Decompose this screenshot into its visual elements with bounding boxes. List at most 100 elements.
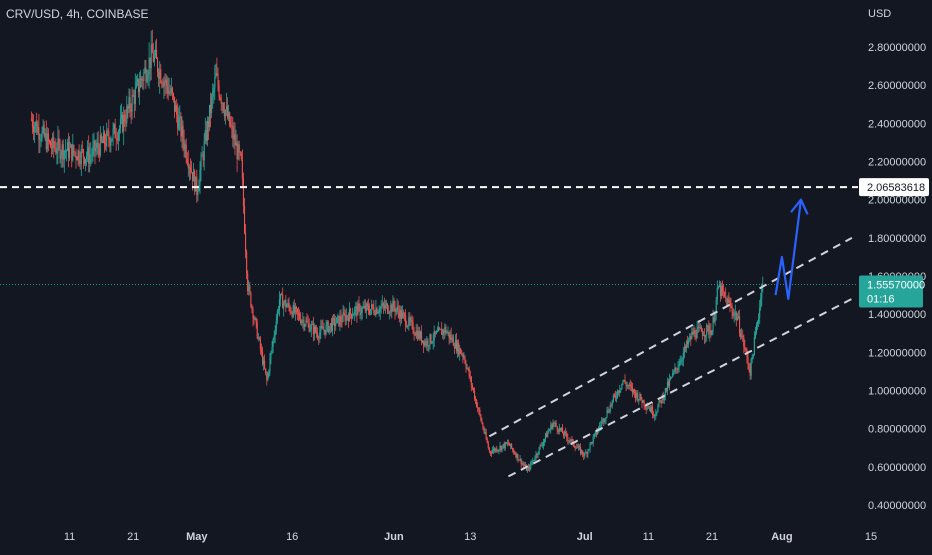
candle-body: [245, 232, 247, 252]
candle-body: [277, 310, 279, 311]
candle-body: [133, 95, 135, 105]
candle-body: [747, 357, 749, 365]
candle-body: [750, 358, 752, 376]
candle-body: [303, 319, 305, 327]
candle-body: [237, 144, 239, 160]
candle-body: [180, 116, 182, 137]
candle-body: [694, 330, 696, 338]
candle-body: [407, 325, 409, 327]
candle-body: [289, 306, 291, 312]
candle-body: [480, 414, 482, 421]
candle-body: [107, 130, 109, 132]
candle: [706, 323, 708, 342]
candle: [90, 142, 92, 167]
candle: [606, 406, 608, 419]
candle: [82, 148, 84, 169]
candle: [384, 300, 386, 314]
candle-body: [136, 79, 138, 83]
candle-body: [86, 156, 88, 159]
candle: [396, 298, 398, 315]
candle-body: [536, 453, 538, 455]
candle-body: [357, 303, 359, 316]
candle-body: [482, 423, 484, 429]
candle: [474, 387, 476, 401]
candle-body: [172, 93, 174, 97]
candle-body: [588, 449, 590, 451]
candle-body: [607, 410, 609, 413]
candle: [234, 122, 236, 156]
candle: [750, 357, 752, 380]
candle-body: [63, 150, 65, 160]
candle-body: [200, 156, 202, 171]
candle: [108, 119, 110, 148]
candle: [509, 442, 511, 446]
candle-body: [331, 318, 333, 331]
candle: [89, 142, 91, 173]
candle: [289, 304, 291, 316]
candle-body: [732, 311, 734, 316]
candle: [242, 172, 244, 214]
candle: [616, 391, 618, 403]
time-tick-label: 21: [127, 531, 139, 543]
candle-body: [53, 137, 55, 148]
candle-body: [468, 369, 470, 377]
candle-body: [542, 441, 544, 446]
candle-body: [73, 144, 75, 153]
candle: [734, 304, 736, 321]
candle-body: [262, 351, 264, 365]
candle: [414, 331, 416, 336]
candle-body: [138, 79, 140, 93]
candle: [57, 125, 59, 165]
candle-body: [568, 440, 570, 442]
candle-body: [77, 150, 79, 161]
candle: [673, 369, 675, 376]
candle-body: [60, 154, 62, 159]
candle-body: [499, 446, 501, 450]
candle-body: [158, 72, 160, 79]
candle: [380, 300, 382, 314]
candle: [427, 337, 429, 352]
candle: [587, 448, 589, 459]
last-price-tag: [859, 275, 923, 308]
candle: [442, 328, 444, 339]
candle: [35, 120, 37, 133]
candle: [656, 411, 658, 417]
candle-body: [635, 392, 637, 398]
candle-body: [496, 448, 498, 452]
candle-body: [334, 318, 336, 327]
candle-body: [543, 439, 545, 442]
candle: [757, 320, 759, 330]
candle-body: [578, 446, 580, 447]
candle-body: [328, 326, 330, 333]
candle: [286, 303, 288, 308]
candle: [355, 301, 357, 317]
candle: [111, 138, 113, 142]
candle-body: [306, 320, 308, 322]
candle-body: [504, 442, 506, 449]
candle-body: [299, 313, 301, 319]
candle: [547, 429, 549, 438]
candle-body: [510, 443, 512, 446]
candle-body: [501, 445, 503, 450]
candle-body: [259, 339, 261, 349]
candle: [195, 176, 197, 192]
candle-body: [348, 308, 350, 322]
candle: [545, 432, 547, 443]
candle-body: [202, 155, 204, 161]
candle-body: [550, 424, 552, 430]
candle-body: [528, 466, 530, 470]
candle-body: [451, 337, 453, 340]
candle-body: [347, 317, 349, 322]
candle-body: [461, 353, 463, 355]
candle-body: [600, 425, 602, 427]
candle-body: [427, 340, 429, 346]
time-tick-label: Jul: [577, 531, 593, 543]
candle: [338, 315, 340, 327]
candle-body: [221, 103, 223, 104]
candle-body: [349, 308, 351, 314]
candle-body: [62, 144, 64, 160]
candle: [424, 338, 426, 348]
candle-body: [711, 330, 713, 336]
